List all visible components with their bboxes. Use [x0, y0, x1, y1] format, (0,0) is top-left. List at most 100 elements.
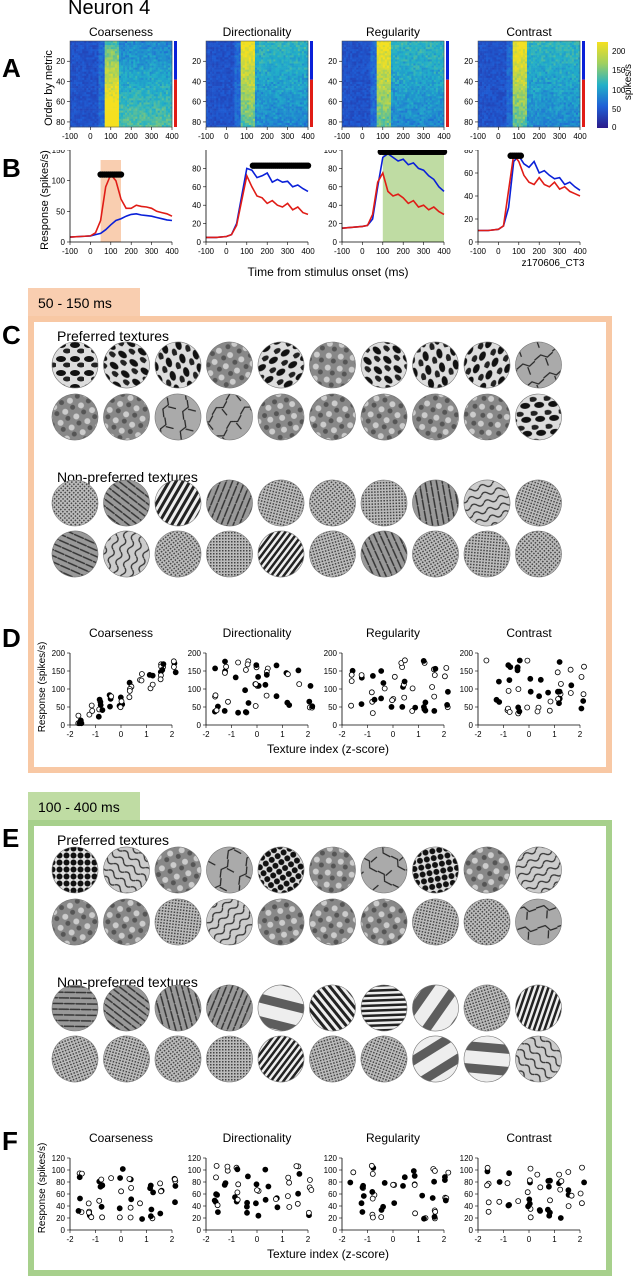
heatmap-cell: [252, 77, 256, 81]
heatmap-cell: [143, 75, 146, 79]
heatmap-cell: [153, 108, 156, 111]
heatmap-cell: [169, 106, 173, 109]
heatmap-cell: [234, 81, 237, 85]
heatmap-cell: [121, 86, 124, 89]
heatmap-cell: [267, 120, 270, 124]
heatmap-cell: [112, 86, 116, 89]
heatmap-cell: [139, 102, 142, 105]
heatmap-cell: [104, 114, 108, 118]
heatmap-cell: [433, 59, 437, 62]
heatmap-cell: [238, 88, 241, 91]
heatmap-cell: [254, 59, 258, 62]
heatmap-cell: [165, 84, 169, 87]
heatmap-cell: [250, 71, 254, 75]
heatmap-cell: [145, 122, 148, 126]
heatmap-cell: [281, 104, 284, 107]
heatmap-cell: [92, 102, 95, 105]
heatmap-cell: [226, 106, 229, 109]
heatmap-cell: [92, 47, 95, 50]
heatmap-cell: [78, 98, 81, 101]
heatmap-cell: [218, 43, 221, 46]
heatmap-cell: [281, 88, 284, 91]
heatmap-cell: [397, 45, 400, 48]
heatmap-cell: [295, 90, 299, 93]
heatmap-cell: [421, 45, 424, 48]
heatmap-cell: [210, 98, 213, 101]
heatmap-cell: [100, 69, 103, 73]
heatmap-cell: [121, 49, 124, 52]
heatmap-cell: [230, 112, 233, 116]
heatmap-cell: [155, 81, 159, 85]
heatmap-cell: [238, 104, 241, 107]
heatmap-cell: [147, 98, 150, 101]
heatmap-cell: [305, 88, 309, 91]
heatmap-cell: [129, 59, 132, 62]
heatmap-cell: [94, 51, 97, 54]
heatmap-cell: [273, 43, 276, 46]
heatmap-cell: [246, 59, 250, 62]
heatmap-cell: [88, 65, 91, 68]
heatmap-cell: [70, 102, 73, 105]
heatmap-cell: [441, 53, 445, 56]
heatmap-cell: [415, 65, 418, 68]
heatmap-cell: [92, 69, 95, 73]
heatmap-cell: [147, 41, 150, 44]
heatmap-cell: [108, 61, 112, 64]
heatmap-cell: [240, 88, 244, 91]
heatmap-cell: [263, 55, 266, 58]
heatmap-cell: [248, 96, 252, 99]
heatmap-cell: [271, 41, 274, 44]
heatmap-cell: [382, 57, 386, 60]
heatmap-cell: [244, 51, 248, 54]
heatmap-cell: [305, 106, 309, 109]
heatmap-cell: [163, 49, 167, 52]
heatmap-cell: [222, 122, 225, 126]
heatmap-cell: [78, 86, 81, 89]
heatmap-cell: [289, 118, 292, 122]
heatmap-cell: [303, 73, 307, 77]
heatmap-cell: [125, 71, 128, 75]
heatmap-cell: [137, 73, 140, 77]
heatmap-cell: [291, 124, 295, 128]
heatmap-cell: [214, 94, 217, 97]
heatmap-cell: [125, 49, 128, 52]
heatmap-cell: [390, 57, 394, 60]
heatmap-cell: [269, 71, 272, 75]
heatmap-cell: [121, 61, 124, 64]
heatmap-cell: [275, 51, 278, 54]
heatmap-cell: [214, 120, 217, 124]
heatmap-cell: [218, 53, 221, 56]
heatmap-cell: [269, 92, 272, 95]
heatmap-cell: [437, 61, 441, 64]
heatmap-cell: [169, 53, 173, 56]
heatmap-cell: [141, 55, 144, 58]
heatmap-cell: [374, 57, 377, 60]
heatmap-cell: [84, 71, 87, 75]
heatmap-cell: [74, 84, 77, 87]
heatmap-cell: [397, 55, 400, 58]
heatmap-cell: [277, 61, 280, 64]
heatmap-cell: [74, 94, 77, 97]
heatmap-cell: [141, 61, 144, 64]
heatmap-cell: [108, 92, 112, 95]
heatmap-cell: [236, 90, 239, 93]
heatmap-cell: [350, 69, 353, 73]
heatmap-cell: [257, 100, 260, 103]
heatmap-cell: [110, 88, 114, 91]
heatmap-cell: [139, 114, 142, 118]
heatmap-cell: [76, 90, 79, 93]
heatmap-cell: [301, 43, 305, 46]
heatmap-cell: [125, 69, 128, 73]
heatmap-cell: [222, 88, 225, 91]
heatmap-cell: [143, 69, 146, 73]
heatmap-cell: [125, 94, 128, 97]
heatmap-cell: [289, 53, 292, 56]
heatmap-cell: [98, 114, 101, 118]
heatmap-cell: [155, 112, 159, 116]
heatmap-cell: [139, 45, 142, 48]
heatmap-cell: [232, 67, 235, 70]
heatmap-cell: [157, 51, 161, 54]
heatmap-cell: [222, 114, 225, 118]
heatmap-cell: [153, 124, 156, 128]
heatmap-cell: [222, 75, 225, 79]
